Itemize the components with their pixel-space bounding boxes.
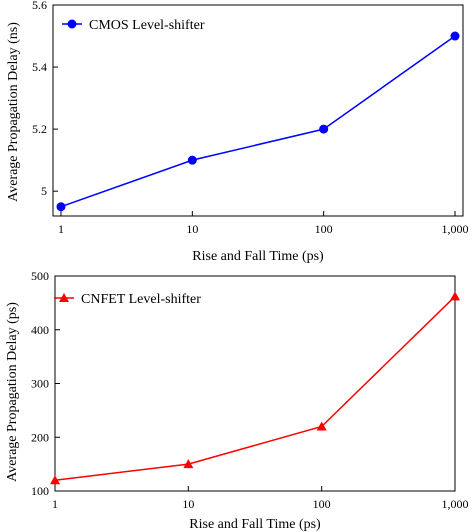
cmos-series-line	[60, 35, 456, 208]
cnfet-axes: 1 10 100 1,000 100 200 300 400 500	[31, 269, 469, 511]
cnfet-data-point	[316, 421, 327, 431]
cmos-y-tick-label: 5	[41, 184, 47, 198]
cnfet-legend-label: CNFET Level-shifter	[81, 292, 201, 307]
cmos-legend-marker	[67, 19, 77, 29]
cnfet-y-tick-label: 100	[31, 484, 49, 498]
cnfet-y-tick-label: 500	[31, 269, 49, 283]
cmos-x-tick-label: 1	[58, 222, 64, 236]
cmos-x-tick-label: 10	[186, 222, 198, 236]
cmos-y-tick-label: 5.4	[32, 60, 47, 74]
cnfet-x-tick-label: 1,000	[442, 497, 469, 511]
cmos-x-axis-label: Rise and Fall Time (ps)	[192, 249, 324, 264]
cnfet-x-tick-label: 10	[182, 497, 194, 511]
cnfet-data-point	[50, 475, 60, 485]
cmos-data-point	[56, 202, 66, 212]
cnfet-chart: 1 10 100 1,000 100 200 300 400 500 CNFET Level-s…	[5, 269, 469, 532]
cnfet-legend: CNFET Level-shifter	[54, 292, 201, 307]
cnfet-x-tick-label: 100	[313, 497, 331, 511]
cnfet-plot-frame	[54, 275, 456, 492]
cnfet-x-axis-label: Rise and Fall Time (ps)	[189, 517, 321, 532]
cnfet-data-point	[450, 291, 460, 301]
cnfet-marks	[50, 291, 460, 485]
cnfet-data-point	[183, 459, 194, 469]
cmos-legend: CMOS Level-shifter	[62, 18, 205, 33]
cmos-axes: 1 10 100 1,000 5 5.2 5.4 5.6	[32, 0, 469, 236]
cmos-y-axis-label: Average Propagation Delay (ns)	[6, 22, 21, 202]
cnfet-x-tick-label: 1	[52, 497, 58, 511]
cnfet-series-line	[54, 295, 456, 481]
cnfet-y-tick-label: 300	[31, 377, 49, 391]
cmos-legend-label: CMOS Level-shifter	[89, 18, 205, 33]
cmos-chart: 1 10 100 1,000 5 5.2 5.4 5.6 CMOS Level-shifter…	[6, 0, 469, 264]
cnfet-legend-marker	[59, 293, 69, 302]
cmos-marks	[56, 31, 460, 212]
cmos-x-tick-label: 100	[315, 222, 333, 236]
cmos-data-point	[319, 124, 329, 134]
cnfet-y-tick-label: 400	[31, 323, 49, 337]
cnfet-y-tick-label: 200	[31, 430, 49, 444]
cmos-x-tick-label: 1,000	[442, 222, 469, 236]
cmos-plot-frame	[52, 4, 464, 217]
cmos-data-point	[187, 155, 197, 165]
cnfet-y-axis-label: Average Propagation Delay (ps)	[5, 302, 20, 482]
cmos-y-tick-label: 5.2	[32, 122, 47, 136]
cmos-y-tick-label: 5.6	[32, 0, 47, 12]
cmos-data-point	[450, 31, 460, 41]
